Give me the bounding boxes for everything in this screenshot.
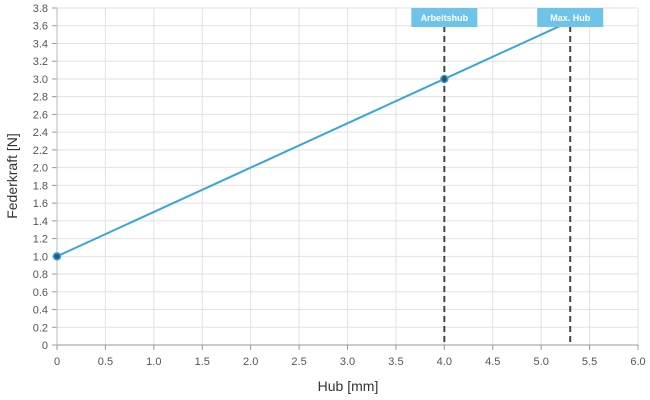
y-tick-label: 1.8: [33, 180, 48, 192]
x-tick-label: 2.0: [243, 356, 258, 368]
x-tick-label: 2.5: [291, 356, 306, 368]
x-axis-title: Hub [mm]: [318, 378, 379, 394]
y-tick-label: 0.4: [33, 305, 48, 317]
y-tick-label: 3.4: [33, 38, 48, 50]
y-tick-labels: 0 0.2 0.4 0.6 0.8 1.0 1.2 1.4 1.6 1.8 2.0 2.2 2.4 2.6…: [33, 3, 48, 352]
y-tick-label: 2.6: [33, 109, 48, 121]
y-tick-label: 1.6: [33, 198, 48, 210]
marker-label-box: [537, 8, 604, 27]
y-tick-label: 0: [42, 340, 48, 352]
x-tick-label: 1.5: [195, 356, 210, 368]
x-tick-label: 4.5: [485, 356, 500, 368]
y-tick-label: 2.4: [33, 127, 48, 139]
marker-label-box: [411, 8, 478, 27]
chart-series: [52, 17, 575, 261]
y-tick-label: 2.2: [33, 145, 48, 157]
x-tick-label: 1.0: [146, 356, 161, 368]
x-tick-label: 0: [54, 356, 60, 368]
y-tick-label: 3.2: [33, 56, 48, 68]
y-tick-label: 2.8: [33, 92, 48, 104]
y-tick-label: 2.0: [33, 163, 48, 175]
y-tick-label: 3.6: [33, 21, 48, 33]
y-tick-label: 3.8: [33, 3, 48, 15]
chart-grid: [56, 7, 639, 346]
y-tick-label: 0.6: [33, 287, 48, 299]
x-tick-label: 0.5: [98, 356, 113, 368]
y-tick-label: 3.0: [33, 74, 48, 86]
x-tick-label: 3.5: [388, 356, 403, 368]
chart-axes: [52, 7, 639, 350]
y-tick-label: 1.4: [33, 216, 48, 228]
y-axis-title: Federkraft [N]: [4, 133, 20, 219]
data-point: [52, 252, 62, 261]
y-tick-label: 0.2: [33, 322, 48, 334]
y-tick-label: 0.8: [33, 269, 48, 281]
marker-label: Arbeitshub: [421, 13, 469, 23]
x-tick-labels: 0 0.5 1.0 1.5 2.0 2.5 3.0 3.5 4.0 4.5 5.0 5.5 6.0: [54, 356, 646, 368]
x-tick-label: 3.0: [340, 356, 355, 368]
y-tick-label: 1.2: [33, 234, 48, 246]
x-tick-label: 5.0: [534, 356, 549, 368]
vertical-markers: Arbeitshub Max. Hub: [411, 8, 604, 345]
x-tick-label: 6.0: [630, 356, 645, 368]
x-tick-label: 4.0: [437, 356, 452, 368]
y-tick-label: 1.0: [33, 251, 48, 263]
marker-label: Max. Hub: [550, 13, 591, 23]
x-tick-label: 5.5: [582, 356, 597, 368]
